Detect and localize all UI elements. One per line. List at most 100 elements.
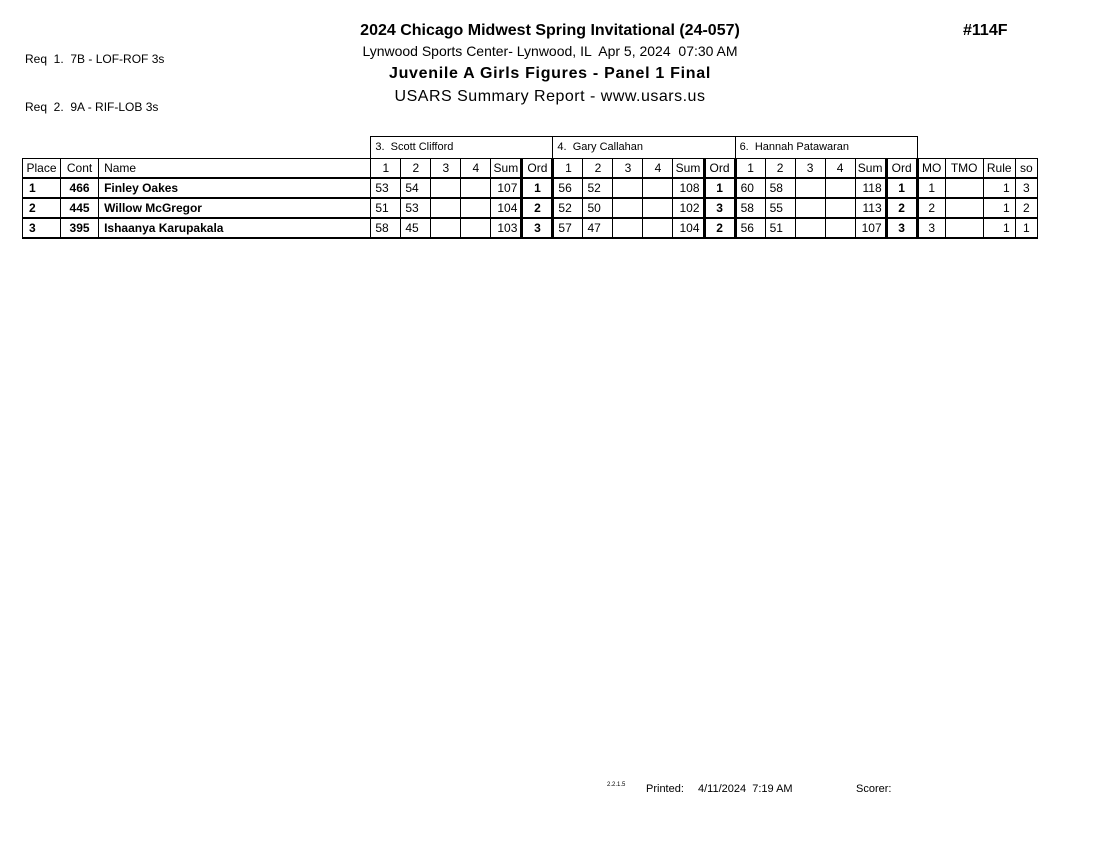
judge1-score3-cell xyxy=(430,217,462,239)
judges-row-spacer-left xyxy=(23,137,371,159)
col-header-j3-4: 4 xyxy=(824,158,856,179)
col-header-cont: Cont xyxy=(60,158,100,179)
table-row: 2 445 Willow McGregor 51 53 104 2 52 50 102 3 58 55 1… xyxy=(21,197,1039,219)
judge2-score3-cell xyxy=(612,217,644,239)
judge3-score4-cell xyxy=(824,217,856,239)
judge2-score2-cell: 52 xyxy=(582,177,614,199)
col-header-j1-3: 3 xyxy=(430,158,462,179)
judge2-score2-cell: 50 xyxy=(582,197,614,219)
place-cell: 3 xyxy=(21,217,62,239)
judge3-score1-cell: 58 xyxy=(734,197,766,219)
venue-date-line: Lynwood Sports Center- Lynwood, IL Apr 5… xyxy=(362,43,738,59)
judge3-score2-cell: 58 xyxy=(764,177,796,199)
cont-cell: 395 xyxy=(60,217,100,239)
judge2-score1-cell: 52 xyxy=(552,197,584,219)
requirement-line-1: Req 1. 7B - LOF-ROF 3s xyxy=(25,52,165,66)
judge-name-3: 6. Hannah Patawaran xyxy=(734,136,918,159)
judge1-score3-cell xyxy=(430,197,462,219)
judge1-score1-cell: 53 xyxy=(370,177,402,199)
judge3-sum-cell: 113 xyxy=(854,197,887,219)
judge3-score2-cell: 51 xyxy=(764,217,796,239)
report-number: #114F xyxy=(963,22,1008,39)
judge2-ord-cell: 1 xyxy=(702,177,737,199)
mo-cell: 2 xyxy=(916,197,946,219)
table-row: 3 395 Ishaanya Karupakala 58 45 103 3 57 47 104 2 5… xyxy=(21,217,1039,239)
so-cell: 1 xyxy=(1014,217,1039,239)
col-header-place: Place xyxy=(21,158,62,179)
event-title: Juvenile A Girls Figures - Panel 1 Final xyxy=(388,65,711,82)
competition-title: 2024 Chicago Midwest Spring Invitational… xyxy=(360,22,740,39)
col-header-j1-2: 2 xyxy=(400,158,432,179)
judge1-ord-cell: 3 xyxy=(520,217,555,239)
results-table: 3. Scott Clifford 4. Gary Callahan 6. Ha… xyxy=(21,136,1039,239)
judge2-score4-cell xyxy=(642,197,674,219)
judge3-score3-cell xyxy=(794,177,826,199)
printed-label: Printed: xyxy=(646,783,684,795)
so-cell: 3 xyxy=(1014,177,1039,199)
col-header-j2-4: 4 xyxy=(642,158,674,179)
mo-cell: 1 xyxy=(916,177,946,199)
judge1-score1-cell: 58 xyxy=(370,217,402,239)
judge3-ord-cell: 2 xyxy=(884,197,919,219)
judge3-score3-cell xyxy=(794,197,826,219)
judge2-score2-cell: 47 xyxy=(582,217,614,239)
mo-cell: 3 xyxy=(916,217,946,239)
tmo-cell xyxy=(944,177,984,199)
report-header: 2024 Chicago Midwest Spring Invitational… xyxy=(0,20,1100,108)
judge1-score4-cell xyxy=(460,217,492,239)
judge2-score3-cell xyxy=(612,177,644,199)
col-header-tmo: TMO xyxy=(944,158,984,179)
judge1-sum-cell: 107 xyxy=(490,177,523,199)
tmo-cell xyxy=(944,197,984,219)
place-cell: 1 xyxy=(21,177,62,199)
judge1-ord-cell: 2 xyxy=(520,197,555,219)
judge2-score3-cell xyxy=(612,197,644,219)
software-version: 2.2.1.5 xyxy=(607,782,626,788)
col-header-j3-1: 1 xyxy=(734,158,766,179)
judge2-score4-cell xyxy=(642,217,674,239)
rule-cell: 1 xyxy=(982,177,1016,199)
judge3-ord-cell: 3 xyxy=(884,217,919,239)
col-header-j3-sum: Sum xyxy=(854,158,887,179)
judge1-ord-cell: 1 xyxy=(520,177,555,199)
judge2-ord-cell: 2 xyxy=(702,217,737,239)
table-row: 1 466 Finley Oakes 53 54 107 1 56 52 108 1 60 58 118 1… xyxy=(21,177,1039,199)
judge2-score4-cell xyxy=(642,177,674,199)
tmo-cell xyxy=(944,217,984,239)
judge3-score3-cell xyxy=(794,217,826,239)
judge3-sum-cell: 107 xyxy=(854,217,887,239)
col-header-j1-ord: Ord xyxy=(520,158,555,179)
judge1-score1-cell: 51 xyxy=(370,197,402,219)
col-header-j1-1: 1 xyxy=(370,158,402,179)
rule-cell: 1 xyxy=(982,197,1016,219)
rule-cell: 1 xyxy=(982,217,1016,239)
column-header-row: Place Cont Name 1 2 3 4 Sum Ord 1 2 3 4 … xyxy=(21,158,1039,179)
judge3-score2-cell: 55 xyxy=(764,197,796,219)
col-header-j1-4: 4 xyxy=(460,158,492,179)
col-header-j3-ord: Ord xyxy=(884,158,919,179)
judge2-sum-cell: 108 xyxy=(672,177,705,199)
judge-name-1: 3. Scott Clifford xyxy=(370,136,554,159)
printed-timestamp: 4/11/2024 7:19 AM xyxy=(698,783,793,795)
col-header-so: so xyxy=(1014,158,1039,179)
results-tbody: 1 466 Finley Oakes 53 54 107 1 56 52 108 1 60 58 118 1… xyxy=(21,177,1039,239)
judge2-ord-cell: 3 xyxy=(702,197,737,219)
judge1-score4-cell xyxy=(460,177,492,199)
report-footer: 2.2.1.5 Printed: 4/11/2024 7:19 AM Score… xyxy=(0,780,1100,800)
so-cell: 2 xyxy=(1014,197,1039,219)
col-header-j2-1: 1 xyxy=(552,158,584,179)
col-header-j3-2: 2 xyxy=(764,158,796,179)
col-header-name: Name xyxy=(98,158,372,179)
judge1-sum-cell: 104 xyxy=(490,197,523,219)
name-cell: Finley Oakes xyxy=(98,177,372,199)
place-cell: 2 xyxy=(21,197,62,219)
judge2-sum-cell: 102 xyxy=(672,197,705,219)
col-header-j1-sum: Sum xyxy=(490,158,523,179)
judge3-score4-cell xyxy=(824,197,856,219)
judge2-score1-cell: 56 xyxy=(552,177,584,199)
scorer-label: Scorer: xyxy=(856,783,892,795)
judge3-sum-cell: 118 xyxy=(854,177,887,199)
judge3-ord-cell: 1 xyxy=(884,177,919,199)
col-header-j2-sum: Sum xyxy=(672,158,705,179)
